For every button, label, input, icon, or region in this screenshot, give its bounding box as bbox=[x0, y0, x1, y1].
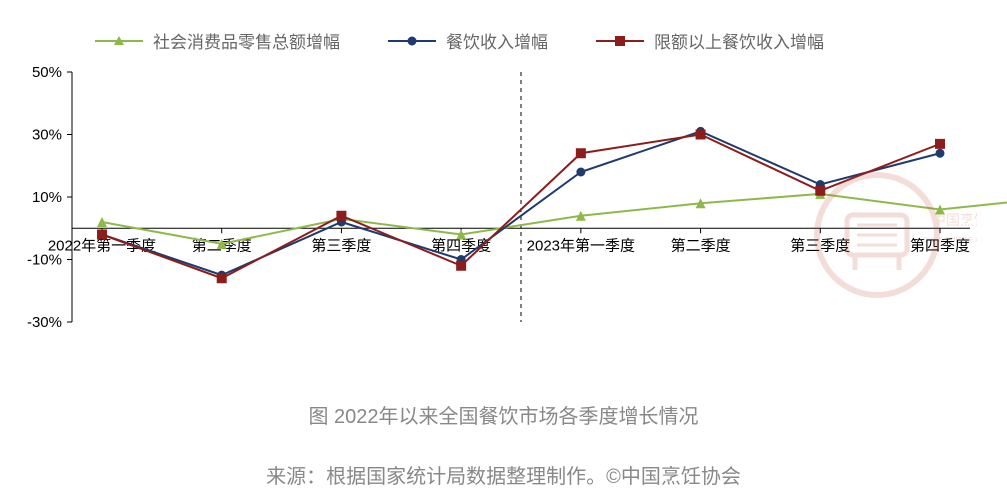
chart-container: 社会消费品零售总额增幅 餐饮收入增幅 限额以上餐饮收入增幅 -30%-10%10… bbox=[0, 0, 1007, 501]
x-tick-label: 第三季度 bbox=[311, 236, 371, 254]
marker-above_quota_catering bbox=[456, 261, 466, 271]
x-tick-label: 2023年第一季度 bbox=[527, 236, 635, 254]
chart-source: 来源：根据国家统计局数据整理制作。©中国烹饪协会 bbox=[0, 460, 1007, 489]
watermark-text-cn: 中国烹饪协会 bbox=[932, 212, 977, 228]
marker-above_quota_catering bbox=[97, 230, 107, 240]
marker-above_quota_catering bbox=[696, 130, 706, 140]
marker-catering bbox=[936, 149, 945, 158]
marker-above_quota_catering bbox=[935, 139, 945, 149]
y-tick-label: 30% bbox=[32, 127, 62, 144]
watermark-text-en: CHINA CUISINE ASSOCIATION bbox=[922, 237, 977, 244]
y-tick-label: -30% bbox=[27, 314, 62, 331]
chart-title: 图 2022年以来全国餐饮市场各季度增长情况 bbox=[0, 400, 1007, 429]
marker-above_quota_catering bbox=[576, 148, 586, 158]
x-tick-label: 第二季度 bbox=[671, 236, 731, 254]
marker-above_quota_catering bbox=[217, 273, 227, 283]
y-tick-label: 10% bbox=[32, 189, 62, 206]
y-tick-label: 50% bbox=[32, 64, 62, 81]
marker-above_quota_catering bbox=[336, 211, 346, 221]
marker-catering bbox=[576, 168, 585, 177]
watermark-logo: 中国烹饪协会 CHINA CUISINE ASSOCIATION bbox=[777, 170, 977, 305]
